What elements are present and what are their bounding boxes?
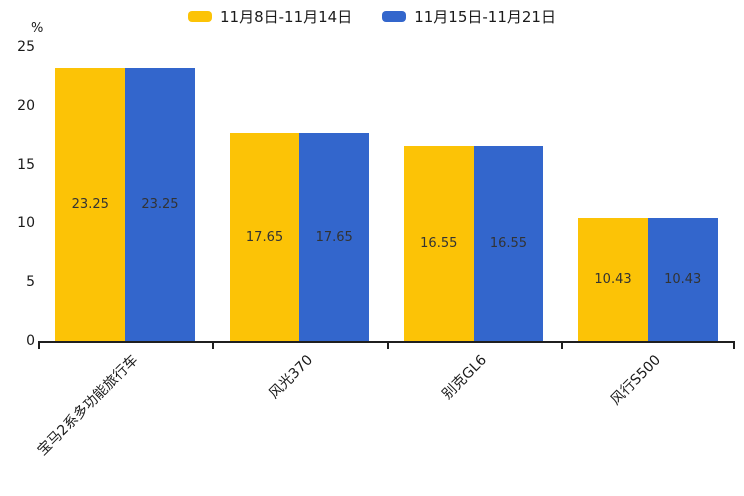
y-axis-tick-label: 15 — [17, 156, 35, 173]
bar-value-label: 16.55 — [420, 236, 458, 252]
bar-value-label: 23.25 — [141, 196, 179, 212]
x-axis-tick — [38, 341, 40, 349]
legend-swatch-icon — [382, 11, 407, 22]
legend-item-series-1: 11月15日-11月21日 — [382, 6, 556, 27]
legend-swatch-icon — [188, 11, 212, 22]
legend-label: 11月15日-11月21日 — [414, 8, 556, 26]
y-axis-tick-label: 5 — [26, 274, 35, 291]
y-axis-tick-label: 0 — [26, 333, 35, 349]
y-axis-tick-label: 25 — [17, 39, 35, 55]
bar — [299, 133, 370, 341]
bar — [125, 67, 195, 341]
legend-item-series-0: 11月8日-11月14日 — [188, 6, 352, 27]
x-axis-tick — [733, 341, 735, 349]
y-axis-tick-label: 10 — [17, 215, 35, 232]
legend-label: 11月8日-11月14日 — [220, 8, 353, 26]
bar — [229, 133, 300, 341]
bar-value-label: 23.25 — [71, 196, 109, 212]
x-axis-tick — [560, 341, 563, 349]
x-axis-label: 宝马2系多功能旅行车 — [34, 352, 142, 459]
bar — [647, 218, 718, 341]
bar-value-label: 17.65 — [315, 229, 353, 245]
bar-value-label: 17.65 — [245, 229, 284, 245]
legend: 11月8日-11月14日 11月15日-11月21日 — [0, 6, 744, 27]
x-axis-label: 别克GL6 — [439, 352, 491, 403]
bar — [403, 146, 474, 341]
bar — [473, 146, 544, 341]
x-axis-tick — [386, 341, 389, 349]
y-axis-tick-label: 20 — [17, 97, 35, 114]
bar-value-label: 10.43 — [594, 272, 632, 288]
x-axis-label: 风光370 — [265, 352, 316, 403]
bar-value-label: 16.55 — [489, 236, 528, 252]
bar — [578, 218, 648, 341]
bar — [55, 67, 126, 341]
x-axis-tick — [212, 341, 215, 349]
bar-value-label: 10.43 — [664, 272, 702, 288]
x-axis-label: 风行S500 — [608, 352, 665, 409]
y-axis-unit-label: % — [31, 21, 44, 36]
